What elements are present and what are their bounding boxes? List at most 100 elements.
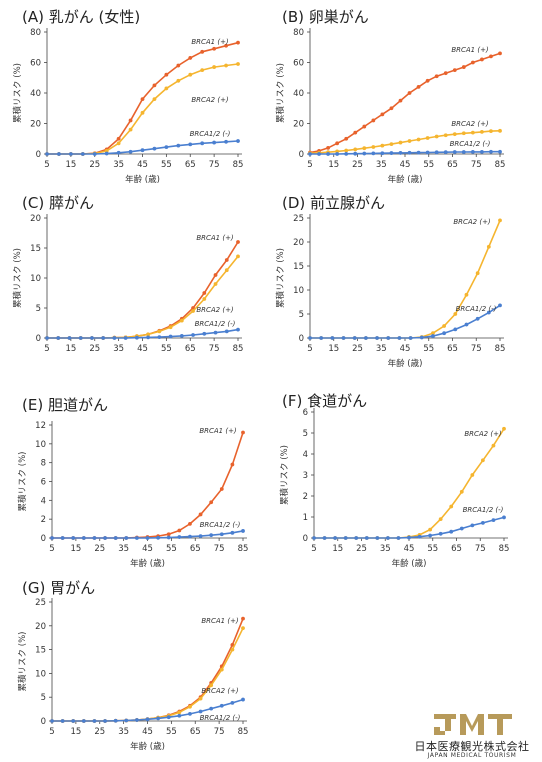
data-point-brca1-2 bbox=[123, 336, 128, 340]
data-point-brca1-2 bbox=[140, 148, 145, 153]
data-point-brca1 bbox=[236, 240, 240, 244]
data-point-brca1-2 bbox=[408, 336, 413, 340]
data-point-brca2 bbox=[241, 626, 245, 631]
x-tick-label: 5 bbox=[307, 160, 312, 170]
data-point-brca1-2 bbox=[344, 151, 349, 156]
data-point-brca1-2 bbox=[116, 150, 121, 155]
series-line-brca2 bbox=[310, 220, 501, 339]
data-point-brca1-2 bbox=[134, 718, 139, 722]
data-point-brca1-2 bbox=[209, 706, 214, 711]
y-tick-label: 5 bbox=[303, 429, 308, 439]
panel-title: (F) 食道がん bbox=[282, 392, 367, 410]
data-point-brca1-2 bbox=[56, 336, 61, 340]
data-point-brca1-2 bbox=[236, 327, 240, 332]
data-point-brca1-2 bbox=[419, 335, 424, 340]
data-point-brca1-2 bbox=[67, 336, 72, 340]
series-label-brca1-2: BRCA1/2 (-) bbox=[200, 714, 241, 722]
data-point-brca2 bbox=[213, 282, 218, 286]
data-point-brca2 bbox=[380, 143, 385, 148]
x-tick-label: 15 bbox=[70, 544, 81, 554]
y-tick-label: 25 bbox=[293, 214, 304, 224]
data-point-brca1 bbox=[335, 141, 340, 146]
data-point-brca2 bbox=[188, 72, 193, 77]
y-tick-label: 0 bbox=[36, 334, 41, 344]
data-point-brca2 bbox=[353, 147, 358, 152]
data-point-brca1-2 bbox=[188, 534, 192, 539]
x-axis-label: 年齢 (歳) bbox=[388, 358, 423, 369]
data-point-brca1-2 bbox=[164, 145, 169, 150]
data-point-brca1-2 bbox=[230, 701, 235, 705]
y-tick-label: 0 bbox=[41, 534, 46, 544]
series-label-brca1: BRCA1 (+) bbox=[196, 234, 234, 242]
data-point-brca1-2 bbox=[124, 536, 129, 540]
data-point-brca1 bbox=[140, 97, 145, 101]
data-point-brca1-2 bbox=[330, 336, 335, 340]
y-tick-label: 5 bbox=[41, 693, 46, 703]
data-point-brca2 bbox=[434, 134, 439, 139]
data-point-brca2 bbox=[480, 129, 484, 134]
data-point-brca2 bbox=[491, 443, 496, 448]
y-axis-label: 累積リスク (%) bbox=[275, 63, 286, 123]
data-point-brca1-2 bbox=[224, 139, 228, 144]
data-point-brca1-2 bbox=[92, 152, 97, 156]
data-point-brca1 bbox=[407, 91, 412, 95]
data-point-brca1-2 bbox=[198, 534, 203, 539]
data-point-brca1 bbox=[443, 71, 448, 76]
data-point-brca2 bbox=[157, 329, 162, 334]
y-tick-label: 1 bbox=[303, 513, 308, 523]
series-label-brca1-2: BRCA1/2 (-) bbox=[456, 305, 497, 313]
x-tick-label: 65 bbox=[447, 344, 458, 354]
series-label-brca2: BRCA2 (+) bbox=[453, 218, 491, 226]
data-point-brca1-2 bbox=[188, 142, 193, 147]
y-tick-label: 4 bbox=[41, 496, 46, 506]
x-tick-label: 5 bbox=[44, 160, 49, 170]
data-point-brca1-2 bbox=[90, 336, 94, 340]
data-point-brca1-2 bbox=[498, 303, 502, 308]
y-tick-label: 5 bbox=[299, 310, 304, 320]
data-point-brca1-2 bbox=[156, 535, 161, 540]
y-tick-label: 0 bbox=[41, 717, 46, 727]
data-point-brca1 bbox=[230, 462, 235, 467]
data-point-brca1-2 bbox=[317, 152, 321, 156]
data-point-brca2 bbox=[398, 140, 403, 145]
data-point-brca2 bbox=[140, 110, 145, 115]
data-point-brca2 bbox=[459, 489, 464, 494]
data-point-brca1-2 bbox=[45, 336, 49, 340]
data-point-brca2 bbox=[177, 710, 182, 715]
x-tick-label: 65 bbox=[451, 544, 462, 554]
data-point-brca1 bbox=[212, 46, 217, 51]
data-point-brca1-2 bbox=[166, 535, 171, 540]
y-tick-label: 0 bbox=[299, 150, 304, 160]
data-point-brca1-2 bbox=[104, 151, 109, 156]
x-tick-label: 25 bbox=[89, 344, 100, 354]
data-point-brca1-2 bbox=[396, 536, 401, 540]
data-point-brca1 bbox=[344, 136, 349, 141]
data-point-brca1-2 bbox=[157, 335, 162, 339]
data-point-brca1-2 bbox=[146, 335, 151, 340]
data-point-brca1-2 bbox=[112, 336, 117, 340]
data-point-brca1-2 bbox=[425, 150, 430, 155]
data-point-brca1-2 bbox=[176, 143, 181, 148]
data-point-brca1-2 bbox=[416, 150, 421, 155]
data-point-brca1 bbox=[116, 136, 121, 141]
data-point-brca2 bbox=[486, 244, 491, 249]
x-tick-label: 5 bbox=[49, 727, 54, 737]
data-point-brca1-2 bbox=[319, 336, 324, 340]
data-point-brca1-2 bbox=[502, 515, 506, 520]
y-axis-label: 累積リスク (%) bbox=[279, 445, 290, 505]
x-tick-label: 85 bbox=[499, 544, 510, 554]
x-tick-label: 65 bbox=[185, 344, 196, 354]
y-tick-label: 80 bbox=[293, 28, 304, 38]
x-tick-label: 45 bbox=[404, 544, 415, 554]
data-point-brca2 bbox=[344, 148, 349, 153]
x-tick-label: 55 bbox=[423, 344, 434, 354]
data-point-brca1-2 bbox=[354, 536, 359, 540]
data-point-brca1 bbox=[188, 521, 192, 526]
x-tick-label: 85 bbox=[238, 544, 249, 554]
data-point-brca1-2 bbox=[417, 534, 422, 539]
y-axis-label: 累積リスク (%) bbox=[275, 248, 286, 308]
x-axis-label: 年齢 (歳) bbox=[392, 558, 427, 569]
data-point-brca1 bbox=[198, 512, 203, 517]
data-point-brca1-2 bbox=[312, 536, 316, 540]
x-tick-label: 55 bbox=[161, 344, 172, 354]
